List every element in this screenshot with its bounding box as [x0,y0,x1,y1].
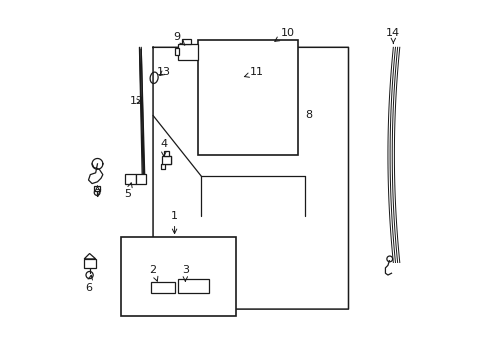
Bar [94,186,100,191]
Text: 11: 11 [244,67,264,77]
Bar [178,44,198,60]
Text: 13: 13 [157,67,170,77]
Text: 9: 9 [172,32,184,45]
Text: 4: 4 [160,139,167,156]
Bar [182,39,190,44]
Text: 14: 14 [386,28,400,44]
Text: 3: 3 [182,265,188,281]
Polygon shape [84,253,96,259]
Text: 10: 10 [274,28,294,41]
Bar [174,48,179,55]
Text: 1: 1 [171,211,178,234]
Bar [121,237,235,316]
Text: 5: 5 [124,183,132,199]
Text: 7: 7 [94,186,101,199]
Text: 2: 2 [149,265,158,281]
Bar [162,156,171,164]
Bar [178,279,208,293]
Circle shape [127,251,132,256]
Text: 8: 8 [305,111,312,121]
Bar [163,150,169,156]
Bar [84,259,96,268]
Bar [151,282,174,293]
Text: 12: 12 [130,96,143,106]
Bar [136,174,146,184]
Bar [125,174,136,184]
Bar [198,40,298,155]
Text: 6: 6 [85,275,92,293]
